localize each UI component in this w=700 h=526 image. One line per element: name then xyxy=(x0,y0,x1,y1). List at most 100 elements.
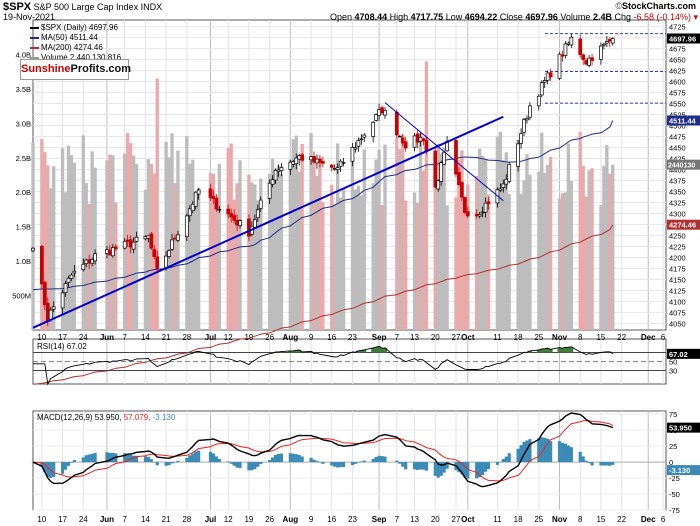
candle xyxy=(436,179,441,192)
x-tick-label-macd: 25 xyxy=(534,515,543,524)
y-tick-label-price: 4400 xyxy=(669,166,686,175)
logo-part1: Sunshine xyxy=(21,63,71,75)
candle xyxy=(270,175,275,188)
ma200-price-tag-bg xyxy=(667,219,700,230)
candle-body xyxy=(31,247,35,252)
y-tick-label-volume: 2.5B xyxy=(16,154,31,163)
volume-bar xyxy=(380,204,384,330)
candle-body xyxy=(69,274,74,279)
macd-histogram-bar xyxy=(501,459,505,463)
macd-histogram-bar xyxy=(486,462,491,470)
x-tick-label-price: 27 xyxy=(452,333,461,342)
x-tick-label-macd: Dec xyxy=(641,515,656,524)
candle xyxy=(152,245,157,259)
candle xyxy=(187,205,192,222)
x-tick-label-macd: 26 xyxy=(265,515,274,524)
x-tick-label-macd: Oct xyxy=(461,515,475,524)
candle-body xyxy=(214,197,219,210)
candle xyxy=(356,137,361,152)
candle xyxy=(587,54,591,68)
macd-histogram-bar xyxy=(395,460,399,463)
volume-bar xyxy=(475,175,479,330)
macd-histogram-bar xyxy=(208,451,213,463)
macd-histogram-bar xyxy=(412,462,417,470)
candle xyxy=(400,133,405,147)
volume-bar xyxy=(608,173,612,330)
candle-body xyxy=(273,170,278,181)
x-tick-label-price: Jul xyxy=(205,333,217,342)
macd-histogram-bar xyxy=(495,462,499,465)
macd-histogram-bar xyxy=(217,458,221,463)
legend-price: $SPX (Daily) 4697.96 xyxy=(30,23,121,33)
y-tick-label-price: 4350 xyxy=(669,187,686,196)
candle xyxy=(155,250,160,272)
candle-body xyxy=(335,167,340,171)
high-value: 4717.75 xyxy=(410,12,444,22)
candle xyxy=(480,206,485,218)
volume-bar xyxy=(463,199,467,330)
candle-body xyxy=(258,199,263,209)
candle-body xyxy=(113,246,118,250)
ma200-price-tag: 4274.46 xyxy=(669,221,696,230)
y-tick-label-volume: 3.0B xyxy=(16,119,31,128)
candle-body xyxy=(81,263,86,270)
macd-histogram-bar xyxy=(383,456,387,463)
volume-bar xyxy=(599,205,603,330)
macd-histogram-bar xyxy=(297,454,301,463)
x-tick-label-macd: 6 xyxy=(661,515,666,524)
volume-bar xyxy=(253,184,257,330)
macd-histogram-bar xyxy=(291,453,295,463)
x-tick-label-macd: 21 xyxy=(162,515,171,524)
macd-histogram-bar xyxy=(587,462,591,464)
macd-histogram-bar xyxy=(87,454,91,463)
volume-bar xyxy=(63,192,68,330)
candle-body xyxy=(294,157,299,165)
x-tick-label-price: Sep xyxy=(372,333,387,342)
volume-bar xyxy=(374,159,378,330)
volume-bar xyxy=(353,189,358,330)
candle-body xyxy=(155,256,160,269)
candle xyxy=(569,33,574,48)
candle-body xyxy=(607,39,612,42)
volume-bar xyxy=(415,203,420,330)
volume-bar xyxy=(560,193,565,330)
copyright-symbol: © xyxy=(615,1,622,11)
trend-line xyxy=(32,115,504,329)
candle xyxy=(211,190,216,204)
macd-tag: 53.950 xyxy=(669,424,692,433)
volume-bar xyxy=(72,162,77,330)
candle-body xyxy=(164,255,168,269)
candle-body xyxy=(131,241,136,250)
candle-body xyxy=(108,249,112,256)
candle-body xyxy=(465,211,470,217)
candle xyxy=(226,204,231,219)
candle xyxy=(383,107,387,119)
candle-body xyxy=(507,163,512,182)
candle xyxy=(465,206,470,219)
y-tick-label-price: 4175 xyxy=(669,264,686,273)
candle-body xyxy=(309,156,313,161)
y-tick-label-volume: 3.5B xyxy=(16,85,31,94)
volume-bar xyxy=(528,174,532,330)
volume-bar xyxy=(250,182,254,330)
candle xyxy=(604,35,609,48)
x-tick-label-macd: 27 xyxy=(452,515,461,524)
macd-histogram-bar xyxy=(460,462,464,475)
candle-body xyxy=(383,110,387,116)
macd-histogram-bar xyxy=(504,456,508,463)
candle-body xyxy=(436,180,441,190)
candle xyxy=(539,80,544,98)
candle-body xyxy=(560,54,565,57)
change-value: -6.58 (-0.14%) xyxy=(633,12,692,22)
candle xyxy=(528,102,532,121)
volume-bar xyxy=(563,192,568,330)
candle xyxy=(208,183,213,201)
candle-body xyxy=(536,95,541,107)
macd-histogram-bar xyxy=(336,462,340,468)
candle xyxy=(498,183,503,193)
macd-histogram-bar xyxy=(546,438,550,463)
candle xyxy=(439,160,444,186)
x-tick-label-macd: 28 xyxy=(182,515,191,524)
volume-bar xyxy=(424,61,429,330)
macd-histogram-bar xyxy=(377,455,381,463)
